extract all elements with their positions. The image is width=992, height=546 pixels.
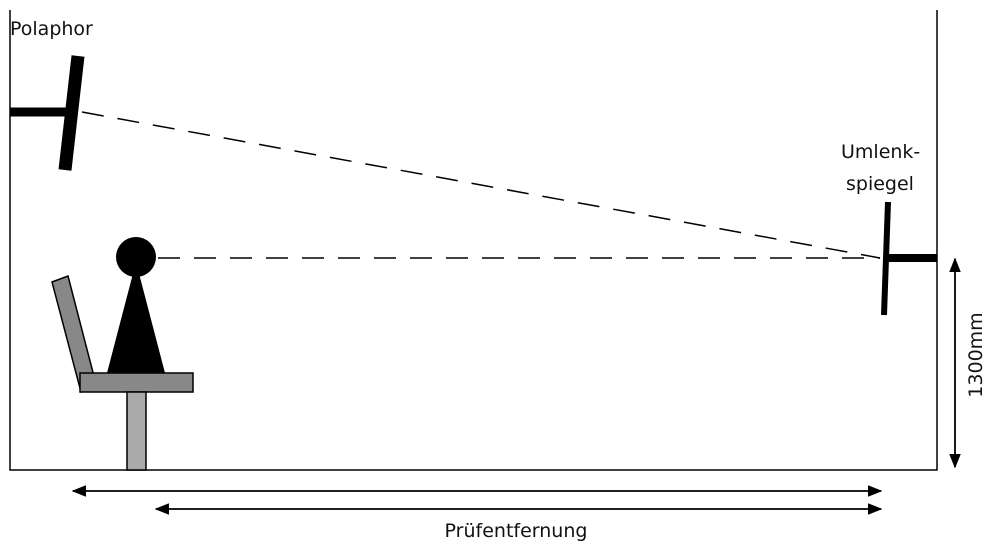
height-label: 1300mm bbox=[965, 312, 987, 397]
chair-seat bbox=[79, 372, 194, 393]
polaphor-label: Polaphor bbox=[10, 18, 93, 40]
mirror-label: spiegel bbox=[846, 173, 914, 195]
reflection-line bbox=[81, 111, 881, 259]
distance-label: Prüfentfernung bbox=[445, 520, 588, 542]
person-body bbox=[107, 262, 165, 373]
person-head bbox=[116, 237, 156, 277]
chair-leg bbox=[126, 391, 147, 471]
mirror-label: Umlenk- bbox=[841, 141, 920, 163]
polaphor-screen bbox=[58, 55, 85, 171]
room-outline bbox=[9, 10, 938, 471]
